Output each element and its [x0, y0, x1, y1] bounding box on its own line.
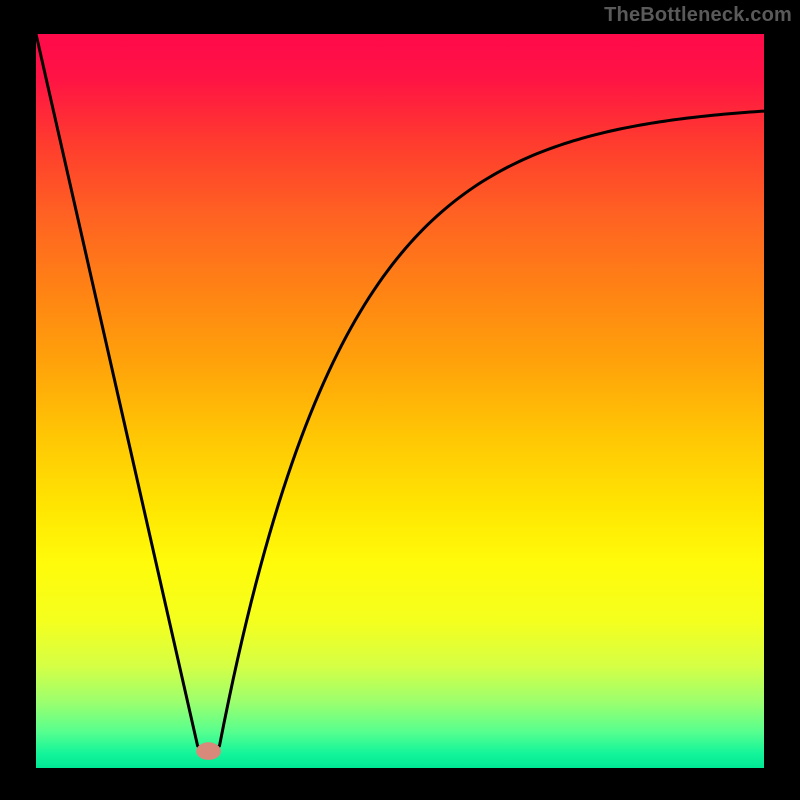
bottleneck-chart	[0, 0, 800, 800]
chart-container: TheBottleneck.com	[0, 0, 800, 800]
plot-area	[36, 34, 764, 768]
gradient-background	[36, 34, 764, 768]
attribution-label: TheBottleneck.com	[604, 4, 792, 27]
optimal-point-marker	[196, 742, 221, 760]
